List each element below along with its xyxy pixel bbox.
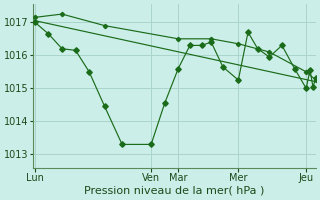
X-axis label: Pression niveau de la mer( hPa ): Pression niveau de la mer( hPa ) xyxy=(84,186,265,196)
